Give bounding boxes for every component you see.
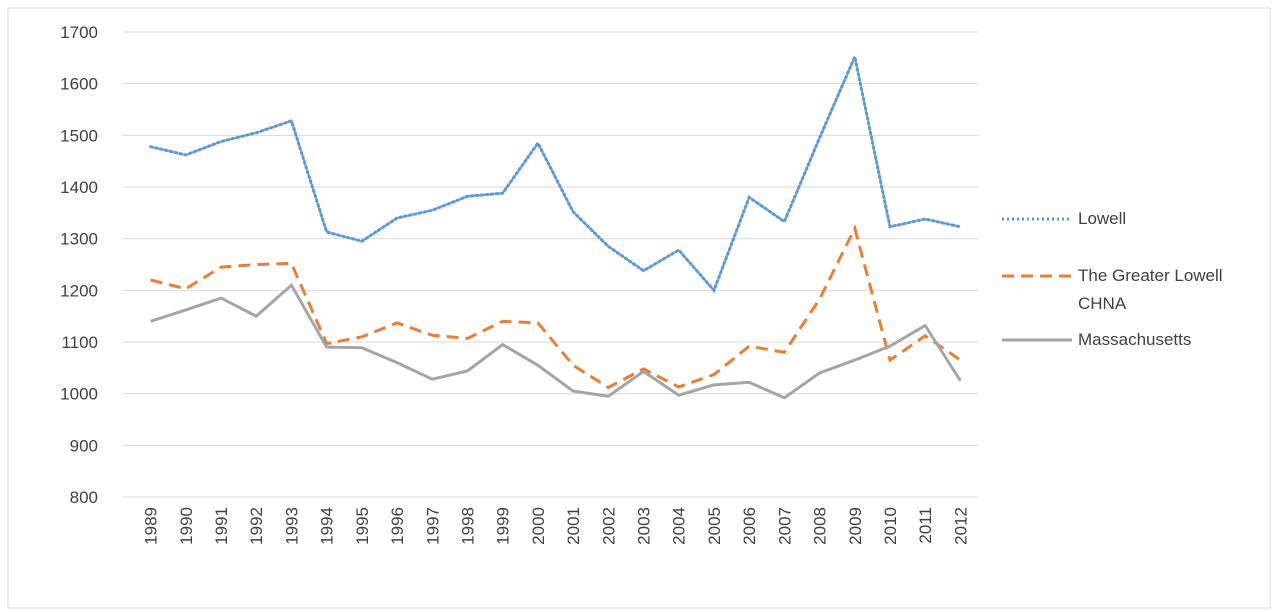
line-series (150, 224, 962, 390)
x-tick-label: 1991 (212, 507, 231, 545)
x-tick-label: 2005 (705, 507, 724, 545)
x-tick-label: 1996 (388, 507, 407, 545)
line-series (150, 282, 962, 400)
x-tick-label: 2002 (599, 507, 618, 545)
legend-swatch (1002, 338, 1072, 342)
x-tick-label: 1995 (353, 507, 372, 545)
x-tick-label: 1990 (177, 507, 196, 545)
y-tick-label: 1000 (60, 385, 98, 404)
x-tick-label: 2010 (881, 507, 900, 545)
x-tick-label: 2003 (635, 507, 654, 545)
y-tick-label: 1100 (61, 333, 98, 352)
legend-item: Massachusetts (1000, 326, 1228, 354)
x-tick-label: 2000 (529, 507, 548, 545)
y-tick-label: 1700 (60, 23, 98, 42)
legend-label: The Greater Lowell CHNA (1078, 266, 1223, 313)
y-tick-label: 900 (70, 436, 98, 455)
legend-swatch (1002, 274, 1072, 278)
x-tick-label: 2011 (916, 507, 935, 544)
x-tick-label: 1997 (423, 507, 442, 545)
y-tick-label: 800 (70, 488, 98, 507)
x-tick-label: 2007 (775, 507, 794, 545)
y-tick-label: 1600 (60, 75, 98, 94)
x-tick-label: 2004 (670, 507, 689, 545)
legend-label: Lowell (1078, 209, 1127, 228)
x-tick-label: 2009 (846, 507, 865, 545)
y-tick-label: 1400 (60, 178, 98, 197)
legend-label: Massachusetts (1078, 330, 1192, 349)
x-tick-label: 1998 (458, 507, 477, 545)
x-tick-label: 2012 (951, 507, 970, 545)
chart-frame (7, 7, 1271, 609)
legend-item: Lowell (1000, 205, 1228, 233)
x-tick-label: 1993 (282, 507, 301, 545)
y-tick-label: 1500 (60, 126, 98, 145)
y-tick-label: 1300 (60, 230, 98, 249)
x-tick-label: 1994 (318, 507, 337, 545)
x-tick-label: 1992 (247, 507, 266, 545)
legend-swatch (1002, 217, 1072, 221)
x-tick-label: 2001 (564, 507, 583, 545)
x-tick-label: 1999 (494, 507, 513, 545)
y-tick-label: 1200 (60, 281, 98, 300)
x-tick-label: 1989 (142, 507, 161, 545)
x-tick-label: 2008 (811, 507, 830, 545)
legend-item: The Greater Lowell CHNA (1000, 262, 1228, 318)
x-tick-label: 2006 (740, 507, 759, 545)
line-series (149, 51, 962, 294)
